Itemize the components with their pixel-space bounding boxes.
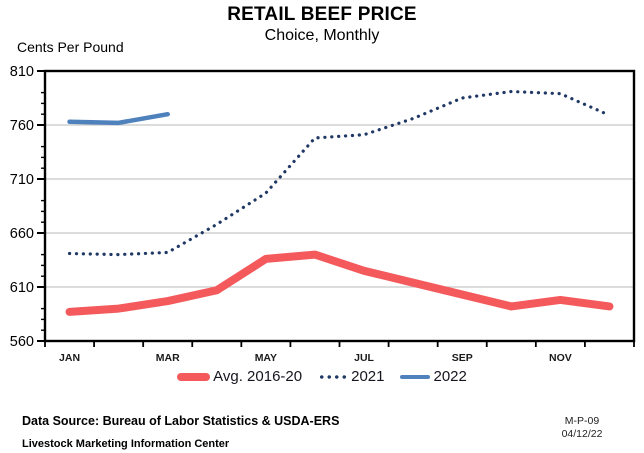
- report-code: M-P-09: [564, 415, 600, 427]
- legend-label-avg-2016-20: Avg. 2016-20: [213, 368, 303, 385]
- solid-2022-line-swatch: [400, 374, 431, 379]
- y-axis-units-label: Cents Per Pound: [17, 39, 124, 55]
- dotted-2021-line-swatch: [318, 374, 349, 379]
- report-meta: M-P-09 04/12/22: [532, 415, 632, 441]
- chart-canvas: 560 610 660 710 760 810 JAN MAR MAY JUL SEP NOV: [10, 64, 636, 364]
- legend-item-2022: 2022: [400, 368, 467, 385]
- x-tick-label: NOV: [549, 352, 572, 364]
- legend-label-2021: 2021: [351, 368, 385, 385]
- data-source-note: Data Source: Bureau of Labor Statistics …: [22, 414, 340, 428]
- page-subtitle: Choice, Monthly: [264, 27, 380, 44]
- legend-label-2022: 2022: [433, 368, 467, 385]
- legend: Avg. 2016-20 2021 2022: [0, 368, 644, 385]
- y-tick-label: 610: [10, 280, 34, 296]
- organization-note: Livestock Marketing Information Center: [22, 438, 230, 450]
- y-tick-label: 660: [10, 226, 34, 242]
- beef-price-chart: 560 610 660 710 760 810 JAN MAR MAY JUL SEP NOV: [0, 62, 644, 364]
- series-line-avg-2016-20: [65, 250, 614, 316]
- y-tick-label: 760: [10, 118, 34, 134]
- y-tick-label: 710: [10, 172, 34, 188]
- series-line-2022: [67, 111, 170, 126]
- legend-item-avg-2016-20: Avg. 2016-20: [177, 368, 302, 385]
- report-date: 04/12/22: [561, 428, 603, 440]
- series-line-2021: [67, 89, 612, 257]
- x-tick-label: SEP: [452, 352, 473, 364]
- plot-frame: [43, 69, 636, 343]
- avg-2016-20-line-swatch: [177, 372, 211, 381]
- x-tick-label: MAY: [255, 352, 277, 364]
- legend-item-2021: 2021: [318, 368, 384, 385]
- page-title: RETAIL BEEF PRICE: [227, 4, 417, 25]
- x-tick-label: MAR: [156, 352, 180, 364]
- x-tick-label: JAN: [59, 352, 80, 364]
- y-tick-label: 810: [10, 64, 34, 80]
- y-tick-label: 560: [10, 334, 34, 350]
- x-tick-label: JUL: [354, 352, 374, 364]
